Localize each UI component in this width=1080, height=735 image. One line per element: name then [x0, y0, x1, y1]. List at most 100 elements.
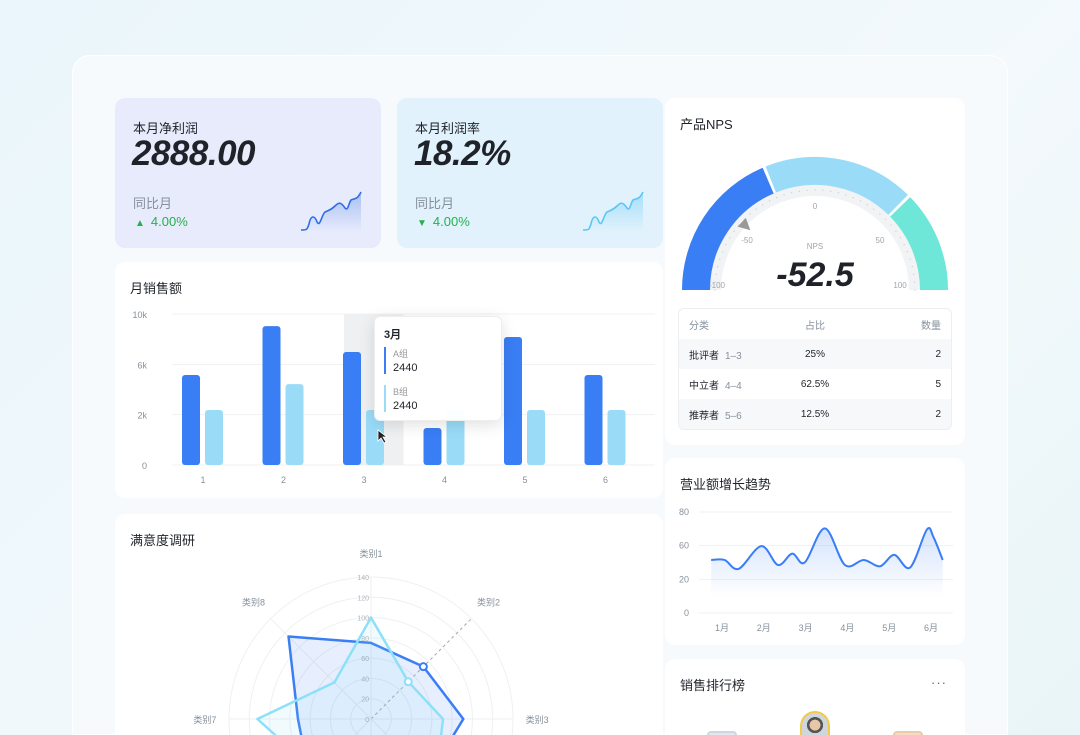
- y-tick-label: 20: [679, 574, 689, 584]
- radar-axis: [354, 718, 372, 735]
- tooltip-item: B组 2440: [384, 385, 417, 412]
- more-options-button[interactable]: ···: [931, 675, 947, 690]
- count: 2: [935, 348, 941, 360]
- avatar[interactable]: [800, 711, 830, 735]
- radar-category-label: 类别8: [242, 597, 265, 608]
- x-tick-label: 1: [200, 475, 205, 485]
- radar-category-label: 类别1: [359, 548, 382, 559]
- gauge-tick: [725, 244, 727, 246]
- gauge-tick: [890, 224, 892, 226]
- bar-b: [527, 410, 545, 465]
- bar-b: [285, 384, 304, 465]
- gauge-tick: [873, 208, 875, 210]
- score-range: 4–4: [725, 380, 742, 392]
- x-tick-label: 6: [603, 475, 608, 485]
- bar-a: [423, 428, 442, 465]
- gauge-tick: [717, 266, 719, 268]
- bar-a: [584, 375, 603, 465]
- radar-axis: [270, 618, 372, 720]
- nps-gauge: -100 -50 0 50 100 NPS -52.5: [682, 157, 948, 294]
- table-header: 分类 占比 数量: [679, 309, 951, 339]
- gauge-tick: [914, 281, 916, 283]
- gauge-tick-label: -100: [709, 281, 726, 290]
- tooltip-value: 2440: [393, 400, 418, 412]
- gauge-tick: [903, 244, 905, 246]
- column-header: 数量: [921, 320, 941, 332]
- card-title: 满意度调研: [130, 533, 196, 548]
- gauge-tick-label: 50: [876, 236, 885, 245]
- radar-series-line: [287, 635, 465, 735]
- gauge-tick: [837, 192, 839, 194]
- ratio: 12.5%: [800, 408, 830, 420]
- gauge-tick: [714, 281, 716, 283]
- gauge-tick: [733, 230, 735, 232]
- gauge-tick: [845, 194, 847, 196]
- gauge-tick: [914, 289, 916, 291]
- radar-ring-label: 80: [361, 636, 369, 643]
- bar-a: [262, 326, 281, 465]
- radar-ring-label: 100: [357, 616, 369, 623]
- card-title: 销售排行榜: [680, 678, 746, 693]
- tooltip-series-name: A组: [393, 349, 409, 359]
- radar-chart: 类别1 类别2 类别3 类别7 类别8 0 20 40 60 80 100 120 140: [193, 548, 549, 735]
- x-tick-label: 3月: [799, 623, 813, 633]
- kpi-delta-value: 4.00%: [150, 214, 188, 229]
- count: 2: [935, 408, 941, 420]
- gauge-label: NPS: [807, 242, 823, 251]
- x-tick-label: 4: [442, 475, 447, 485]
- revenue-trend-card: 营业额增长趋势 0 20 60 80 1月 2月 3月 4月 5月 6月: [665, 458, 965, 645]
- radar-category-label: 类别3: [526, 714, 549, 725]
- mouse-cursor-icon: [377, 429, 389, 444]
- gauge-tick: [715, 273, 717, 275]
- gauge-tick: [729, 237, 731, 239]
- radar-ring-label: 120: [357, 595, 369, 602]
- radar-ring-label: 20: [361, 697, 369, 704]
- ratio: 62.5%: [800, 378, 830, 390]
- gauge-tick: [791, 192, 793, 194]
- kpi-value: 18.2%: [414, 134, 511, 173]
- avatar[interactable]: [893, 731, 923, 735]
- count: 5: [935, 378, 941, 390]
- column-header: 分类: [689, 320, 709, 332]
- kpi-card-net-profit: 本月净利润 2888.00 同比月 ▲ 4.00%: [115, 98, 381, 248]
- kpi-delta-value: 4.00%: [432, 214, 470, 229]
- radar-axis: [370, 718, 388, 735]
- sparkline: [583, 191, 644, 232]
- gauge-tick: [798, 190, 800, 192]
- y-tick-label: 60: [679, 541, 689, 551]
- tooltip-title: 3月: [384, 329, 402, 341]
- bar-a: [504, 336, 522, 465]
- nps-card: 产品NPS -100 -50 0 50 100 NPS -52.5 分类 占比 数量 批评者…: [665, 98, 965, 445]
- tooltip-item: A组 2440: [384, 347, 417, 374]
- radar-ring-label: 40: [361, 676, 369, 683]
- avatar[interactable]: [707, 731, 737, 735]
- x-tick-label: 5月: [882, 623, 896, 633]
- x-tick-label: 5: [522, 475, 527, 485]
- card-title: 营业额增长趋势: [680, 477, 772, 492]
- y-tick-label: 2k: [137, 411, 147, 421]
- y-tick-label: 10k: [132, 310, 147, 320]
- kpi-delta: ▼ 4.00%: [417, 214, 470, 229]
- radar-series-area: [257, 617, 444, 735]
- area-chart: 0 20 60 80 1月 2月 3月 4月 5月 6月: [679, 507, 953, 633]
- gauge-pointer-icon: [737, 217, 751, 231]
- bar-a: [343, 352, 361, 465]
- gauge-segment: [889, 197, 948, 291]
- x-tick-label: 2: [281, 475, 286, 485]
- gauge-tick: [859, 200, 861, 202]
- gauge-tick: [722, 251, 724, 253]
- gauge-tick-label: -50: [741, 236, 753, 245]
- x-tick-label: 1月: [715, 623, 729, 633]
- radar-category-label: 类别7: [193, 714, 216, 725]
- sales-ranking-card: 销售排行榜 ···: [665, 659, 965, 735]
- kpi-label: 本月净利润: [133, 121, 199, 136]
- kpi-compare-label: 同比月: [133, 196, 173, 211]
- gauge-tick-label: 0: [813, 202, 818, 211]
- gauge-tick: [719, 258, 721, 260]
- y-tick-label: 6k: [137, 360, 147, 370]
- triangle-up-icon: ▲: [135, 218, 145, 229]
- bar-b: [366, 410, 384, 465]
- radar-hover-point: [403, 677, 413, 687]
- gauge-tick: [895, 230, 897, 232]
- radar-series-line: [256, 616, 445, 735]
